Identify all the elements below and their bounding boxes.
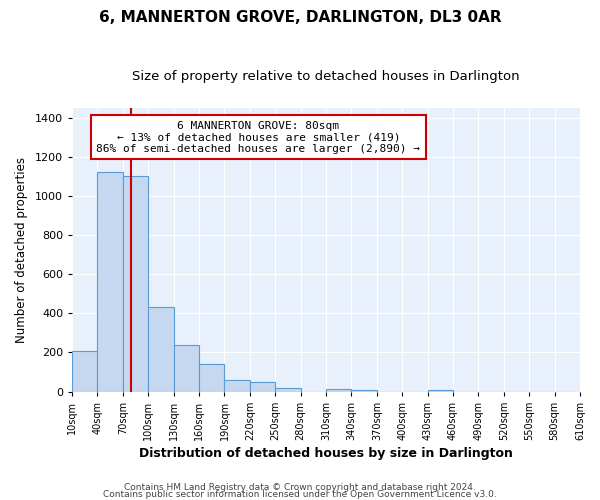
Bar <box>326 388 352 392</box>
Text: Contains public sector information licensed under the Open Government Licence v3: Contains public sector information licen… <box>103 490 497 499</box>
Bar <box>123 176 148 392</box>
Bar <box>224 380 250 392</box>
Bar <box>250 382 275 392</box>
Text: Contains HM Land Registry data © Crown copyright and database right 2024.: Contains HM Land Registry data © Crown c… <box>124 484 476 492</box>
Bar <box>148 308 173 392</box>
Title: Size of property relative to detached houses in Darlington: Size of property relative to detached ho… <box>132 70 520 83</box>
Bar <box>199 364 224 392</box>
Bar <box>72 350 97 392</box>
X-axis label: Distribution of detached houses by size in Darlington: Distribution of detached houses by size … <box>139 447 513 460</box>
Y-axis label: Number of detached properties: Number of detached properties <box>15 156 28 342</box>
Bar <box>352 390 377 392</box>
Text: 6 MANNERTON GROVE: 80sqm
← 13% of detached houses are smaller (419)
86% of semi-: 6 MANNERTON GROVE: 80sqm ← 13% of detach… <box>97 120 421 154</box>
Text: 6, MANNERTON GROVE, DARLINGTON, DL3 0AR: 6, MANNERTON GROVE, DARLINGTON, DL3 0AR <box>98 10 502 25</box>
Bar <box>428 390 453 392</box>
Bar <box>97 172 123 392</box>
Bar <box>275 388 301 392</box>
Bar <box>173 344 199 392</box>
